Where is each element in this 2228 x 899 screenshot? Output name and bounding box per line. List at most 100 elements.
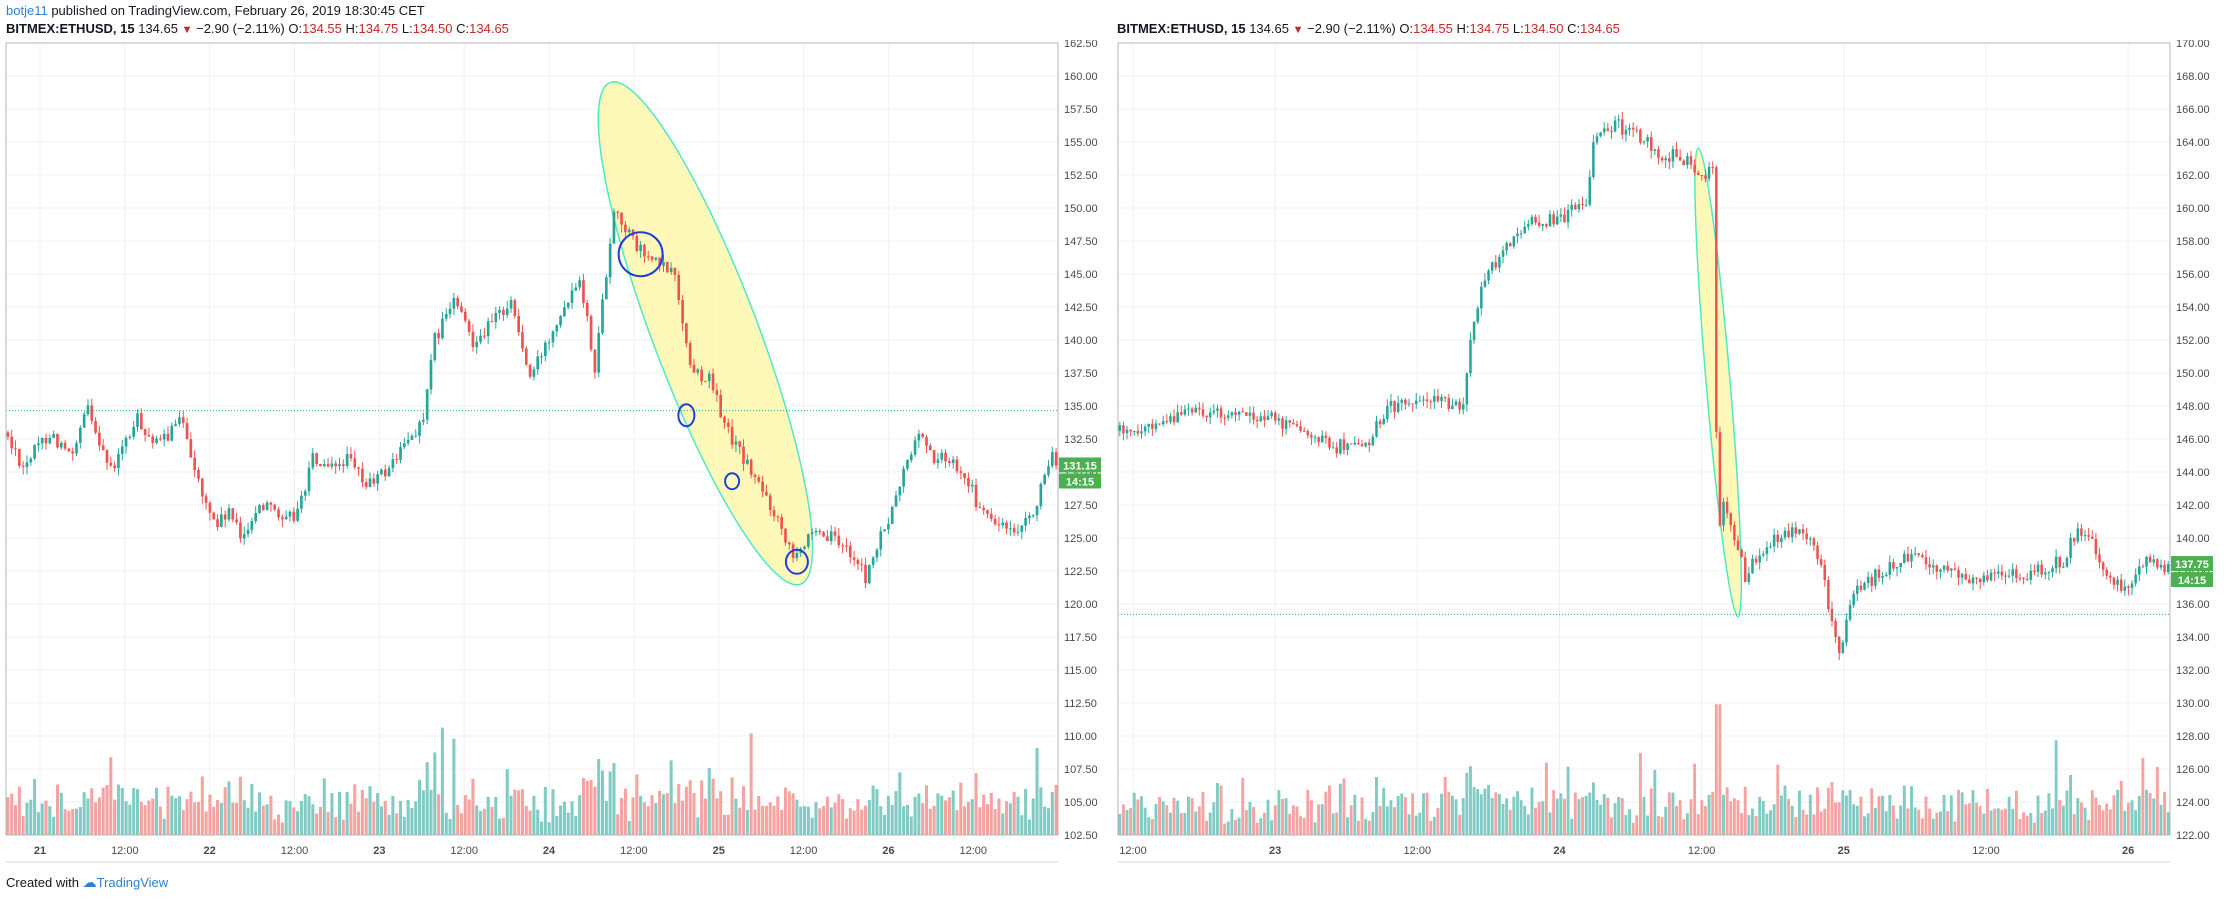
volume-bar [2166,812,2170,835]
candle-body [1306,430,1310,436]
candle-body [1386,405,1389,420]
candle-body [1563,214,1566,223]
volume-bar [879,806,883,835]
volume-bar [2018,819,2022,835]
symbol-label[interactable]: BITMEX:ETHUSD, 15 [1117,21,1246,36]
volume-bar [1411,793,1415,835]
y-tick-label: 160.00 [2176,203,2210,215]
volume-bar [1338,783,1342,835]
candle-body [1729,513,1733,525]
volume-bar [1913,807,1917,835]
candle-body [174,423,177,426]
candle-body [330,463,334,467]
volume-bar [1328,785,1331,835]
candle-body [1527,224,1530,227]
volume-bar [1396,795,1400,835]
candle-body [513,300,517,316]
candle-body [1574,204,1577,210]
candle-body [21,465,25,467]
volume-bar [1259,818,1263,835]
volume-bar [2083,807,2087,835]
volume-bar [1714,704,1718,835]
candle-body [730,426,734,445]
candle-body [2051,568,2054,573]
chart-left[interactable]: 102.50 105.00 107.50 110.00 112.50 115.00 117.… [0,40,1112,875]
author-link[interactable]: botje11 [6,3,48,18]
candle-body [692,364,696,373]
candle-body [82,414,86,428]
candle-body [1686,156,1689,166]
candle-body [239,522,242,539]
volume-bar [1859,796,1863,835]
candle-body [864,564,867,584]
volume-bar [1606,797,1610,835]
volume-bar [993,808,997,835]
candle-body [1754,558,1758,563]
candle-body [166,433,170,441]
candle-body [338,464,341,467]
volume-bar [1425,792,1429,835]
volume-bar [909,816,913,835]
y-tick-label: 146.00 [2176,434,2210,446]
candle-body [456,297,460,307]
volume-bar [642,802,646,835]
candle-body [1172,416,1176,423]
candle-body [2018,577,2022,579]
volume-bar [1136,799,1140,835]
candle-body [334,463,338,467]
candle-body [574,287,578,291]
volume-bar [1223,823,1227,835]
candle-body [288,511,292,517]
chart-right[interactable]: 122.00 124.00 126.00 128.00 130.00 132.00 134.… [1115,40,2227,875]
candle-body [1346,443,1349,450]
candle-body [1364,442,1367,447]
candle-body [433,333,437,361]
candle-body [1592,142,1595,178]
tradingview-link[interactable]: TradingView [96,875,169,890]
volume-bar [1172,797,1176,835]
candle-body [875,549,879,558]
volume-bar [265,804,269,835]
candle-body [688,343,692,365]
candle-body [989,513,993,519]
symbol-label[interactable]: BITMEX:ETHUSD, 15 [6,21,135,36]
candle-body [1125,429,1129,434]
candle-body [1039,483,1043,507]
candle-body [585,302,589,317]
candle-body [1508,243,1512,247]
candle-body [193,457,197,471]
candle-body [2022,578,2025,580]
candle-body [1284,420,1288,429]
candle-body [361,468,364,483]
volume-bar [1920,818,1924,835]
x-tick-label: 22 [204,845,216,857]
volume-bar [570,801,574,835]
volume-bar [1570,818,1574,835]
volume-bar [1931,818,1935,835]
volume-bar [1353,794,1357,835]
volume-bar [940,795,944,835]
candle-body [212,512,216,520]
volume-bar [196,801,201,835]
candle-body [10,436,14,449]
volume-bar [1620,798,1624,835]
y-tick-label: 166.00 [2176,104,2210,116]
volume-bar [2108,809,2112,835]
y-tick-label: 126.00 [2176,764,2210,776]
candle-body [608,243,612,278]
volume-bar [185,799,189,835]
volume-bar [1230,808,1234,835]
volume-bar [151,798,155,835]
volume-bar [254,811,258,835]
candle-body [540,356,543,358]
volume-bar [532,795,536,835]
volume-bar [155,787,159,835]
candle-body [1212,410,1216,413]
volume-bar [246,807,250,835]
candle-body [665,261,669,273]
candle-body [2007,575,2011,577]
y-tick-label: 110.00 [1064,731,1097,743]
volume-bar [837,794,841,835]
low-value: 134.50 [412,21,453,36]
volume-bar [63,809,67,835]
